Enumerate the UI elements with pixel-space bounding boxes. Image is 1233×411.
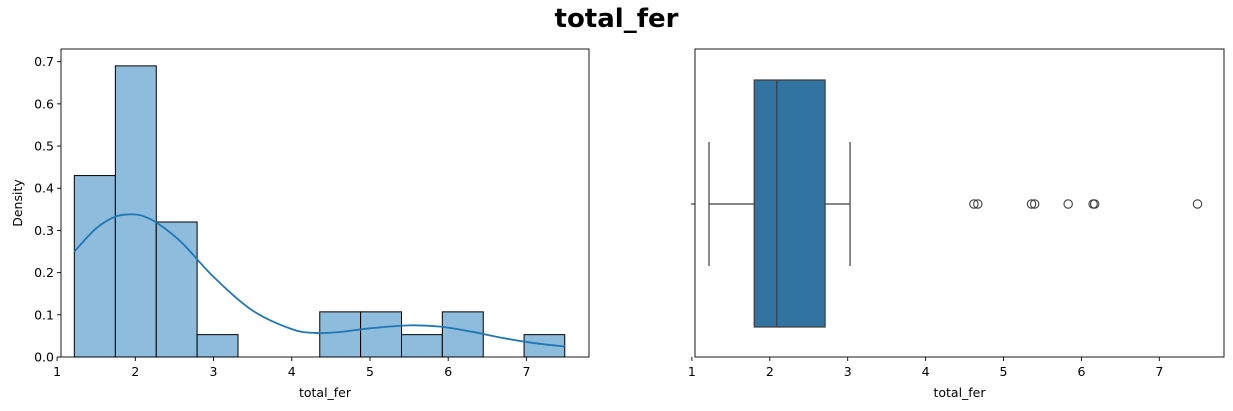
hist-bar-1 xyxy=(73,175,116,358)
hist-ytick-label: 0.0 xyxy=(34,350,54,365)
outlier-point-3 xyxy=(1026,199,1037,209)
outlier-point-8 xyxy=(1192,199,1203,209)
hist-xtick-label: 3 xyxy=(210,364,218,379)
hist-xtick-label: 2 xyxy=(131,364,139,379)
box-xtick-label: 3 xyxy=(844,364,852,379)
hist-bar-10 xyxy=(441,311,484,358)
hist-xtick-label: 7 xyxy=(522,364,530,379)
hist-ylabel: Density xyxy=(10,179,25,227)
outlier-point-2 xyxy=(973,199,983,209)
box-xtick-label: 5 xyxy=(1000,364,1008,379)
hist-ytick-label: 0.6 xyxy=(34,96,54,111)
histogram-panel: 1 2 3 4 5 6 7 0.0 0.1 0.2 0.3 0.4 0.5 0.6 0.7 total_fer… xyxy=(10,48,590,400)
hist-ytick-label: 0.1 xyxy=(34,307,54,322)
hist-bar-9 xyxy=(401,334,443,358)
figure-suptitle: total_fer xyxy=(554,4,679,34)
hist-xtick-label: 4 xyxy=(288,364,296,379)
hist-bar-3 xyxy=(155,221,198,358)
hist-axes-frame xyxy=(60,48,590,358)
kde-curve xyxy=(73,213,565,348)
outlier-point-4 xyxy=(1029,199,1040,209)
hist-bar-4 xyxy=(196,334,239,358)
hist-ytick-label: 0.3 xyxy=(34,223,54,238)
hist-xtick-label: 5 xyxy=(366,364,374,379)
outlier-point-1 xyxy=(969,199,979,209)
boxplot-panel: 1 2 3 4 5 6 7 total_fer xyxy=(688,48,1225,400)
iqr-box xyxy=(753,79,826,328)
hist-ytick-label: 0.2 xyxy=(34,265,54,280)
box-xtick-label: 7 xyxy=(1155,364,1163,379)
box-xtick-label: 1 xyxy=(688,364,696,379)
hist-ytick-label: 0.7 xyxy=(34,54,54,69)
outlier-point-5 xyxy=(1063,199,1073,209)
hist-xtick-label: 6 xyxy=(444,364,452,379)
hist-xlabel: total_fer xyxy=(299,385,352,400)
hist-bar-7 xyxy=(319,311,362,358)
box-xtick-label: 4 xyxy=(922,364,930,379)
hist-bar-2 xyxy=(114,65,157,358)
box-axes-frame xyxy=(694,48,1225,358)
hist-xtick-label: 1 xyxy=(53,364,61,379)
hist-ytick-label: 0.5 xyxy=(34,139,54,154)
box-xtick-label: 2 xyxy=(766,364,774,379)
hist-bar-8 xyxy=(360,311,403,358)
outlier-point-7 xyxy=(1089,199,1100,209)
hist-ytick-label: 0.4 xyxy=(34,181,54,196)
box-xlabel: total_fer xyxy=(933,385,986,400)
box-xtick-label: 6 xyxy=(1077,364,1085,379)
